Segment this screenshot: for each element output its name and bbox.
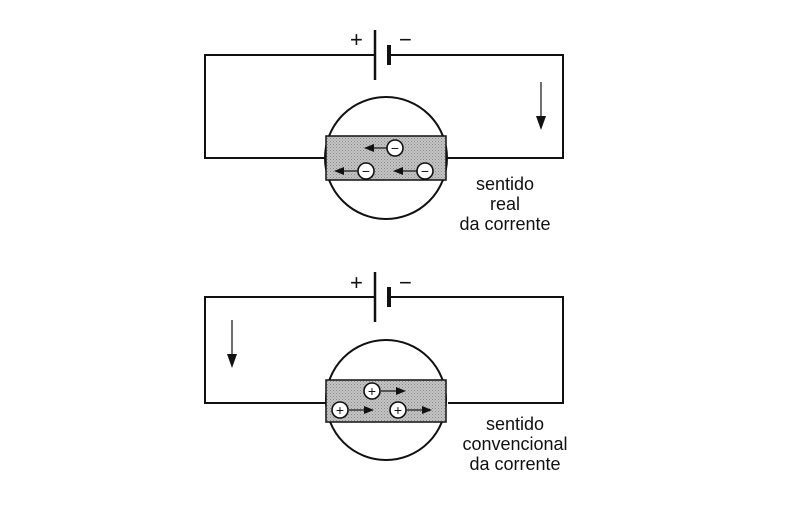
battery-plus-sign: + (350, 270, 363, 295)
battery-minus-sign: − (399, 270, 412, 295)
electron-symbol: − (421, 163, 429, 179)
wire-left-conventional (204, 296, 375, 404)
conductor-magnifier-conventional (325, 339, 447, 461)
battery-minus-sign: − (399, 27, 412, 52)
battery-plus-sign: + (350, 27, 363, 52)
positive-symbol: + (394, 402, 402, 418)
caption-conventional: sentido convencional da corrente (462, 414, 567, 474)
positive-charge-3: + (389, 401, 432, 419)
circuit-real: + − − − (204, 27, 564, 234)
electron-symbol: − (391, 140, 399, 156)
electron-2: − (334, 162, 375, 180)
caption-line-2: real (490, 194, 520, 214)
caption-line-3: da corrente (459, 214, 550, 234)
caption-line-2: convencional (462, 434, 567, 454)
positive-charge-2: + (331, 401, 374, 419)
current-arrow-real (536, 82, 546, 130)
wire-right-conventional (389, 296, 564, 404)
caption-line-1: sentido (486, 414, 544, 434)
current-arrow-conventional (227, 320, 237, 368)
battery-real: + − (350, 27, 412, 80)
wire-left-real (204, 54, 375, 159)
wire-right-real (389, 54, 564, 159)
caption-real: sentido real da corrente (459, 174, 550, 234)
positive-charge-1: + (363, 382, 406, 400)
battery-conventional: + − (350, 270, 412, 322)
electron-charges: − − − (334, 139, 434, 180)
positive-charges: + + + (331, 382, 432, 419)
circuit-conventional: + − + + (204, 270, 568, 474)
electron-1: − (364, 139, 404, 157)
conductor-magnifier-real (324, 96, 448, 220)
electron-symbol: − (362, 163, 370, 179)
caption-line-3: da corrente (469, 454, 560, 474)
positive-symbol: + (368, 383, 376, 399)
electron-3: − (393, 162, 434, 180)
caption-line-1: sentido (476, 174, 534, 194)
positive-symbol: + (336, 402, 344, 418)
